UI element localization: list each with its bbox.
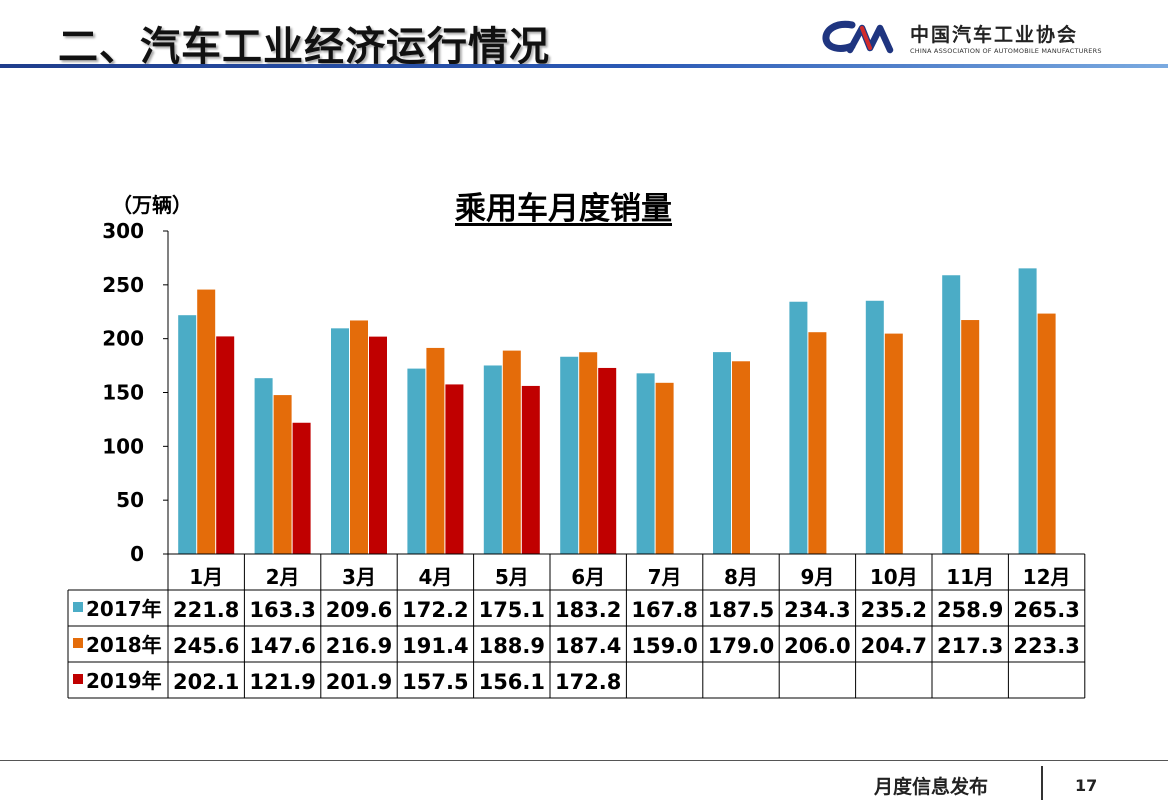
- footer-label: 月度信息发布: [874, 776, 989, 798]
- caam-logo: 中国汽车工业协会 CHINA ASSOCIATION OF AUTOMOBILE…: [822, 18, 1122, 62]
- data-label: 183.2: [555, 598, 621, 622]
- y-tick-label: 200: [102, 327, 144, 351]
- data-label: 202.1: [173, 670, 239, 694]
- bar: [521, 385, 540, 554]
- x-tick-label: 8月: [724, 565, 758, 589]
- data-label: 235.2: [861, 598, 927, 622]
- x-tick-label: 7月: [648, 565, 682, 589]
- bar: [1018, 268, 1037, 554]
- bar: [636, 373, 655, 554]
- data-label: 209.6: [326, 598, 392, 622]
- bar: [808, 332, 827, 554]
- bar: [426, 347, 445, 554]
- data-label: 221.8: [173, 598, 239, 622]
- data-label: 188.9: [479, 634, 545, 658]
- data-label: 172.2: [402, 598, 468, 622]
- x-tick-label: 3月: [342, 565, 376, 589]
- x-tick-label: 4月: [418, 565, 452, 589]
- bar: [579, 352, 598, 554]
- y-tick-label: 250: [102, 273, 144, 297]
- legend-label: 2017年: [86, 597, 162, 621]
- bar: [502, 350, 521, 554]
- x-tick-label: 11月: [946, 565, 994, 589]
- data-label: 175.1: [479, 598, 545, 622]
- bar: [197, 289, 216, 554]
- y-tick-label: 50: [116, 488, 144, 512]
- page-title: 二、汽车工业经济运行情况: [58, 24, 550, 70]
- legend-swatch: [73, 602, 83, 612]
- data-label: 156.1: [479, 670, 545, 694]
- footer-divider: [0, 760, 1168, 761]
- legend-label: 2018年: [86, 633, 162, 657]
- bar: [445, 384, 464, 554]
- bar: [178, 315, 197, 554]
- data-label: 245.6: [173, 634, 239, 658]
- bar: [865, 300, 884, 554]
- data-label: 204.7: [861, 634, 927, 658]
- data-label: 223.3: [1013, 634, 1079, 658]
- bar: [254, 378, 273, 554]
- data-label: 191.4: [402, 634, 468, 658]
- bar: [273, 395, 292, 554]
- legend-swatch: [73, 674, 83, 684]
- bar: [713, 352, 731, 554]
- bar: [655, 382, 674, 554]
- data-label: 216.9: [326, 634, 392, 658]
- data-label: 159.0: [631, 634, 697, 658]
- bar: [598, 367, 617, 554]
- x-tick-label: 1月: [189, 565, 223, 589]
- chart-title: 乘用车月度销量: [455, 191, 672, 227]
- x-tick-label: 2月: [266, 565, 300, 589]
- logo-chinese-text: 中国汽车工业协会: [910, 24, 1079, 46]
- logo-english-text: CHINA ASSOCIATION OF AUTOMOBILE MANUFACT…: [910, 47, 1102, 55]
- data-label: 206.0: [784, 634, 850, 658]
- bar: [292, 422, 311, 554]
- bar: [216, 336, 235, 554]
- x-tick-label: 9月: [800, 565, 834, 589]
- x-tick-label: 5月: [495, 565, 529, 589]
- bar: [884, 333, 903, 554]
- caam-logo-icon: [822, 20, 894, 54]
- y-tick-label: 150: [102, 381, 144, 405]
- data-label: 167.8: [631, 598, 697, 622]
- data-label: 157.5: [402, 670, 468, 694]
- legend-swatch: [73, 638, 83, 648]
- data-label: 217.3: [937, 634, 1003, 658]
- data-label: 187.4: [555, 634, 621, 658]
- x-tick-label: 12月: [1023, 565, 1071, 589]
- data-label: 163.3: [249, 598, 315, 622]
- data-label: 234.3: [784, 598, 850, 622]
- x-tick-label: 10月: [870, 565, 918, 589]
- y-tick-label: 100: [102, 434, 144, 458]
- bar: [789, 301, 808, 554]
- data-label: 121.9: [249, 670, 315, 694]
- bar: [961, 320, 980, 554]
- bar: [369, 336, 387, 554]
- legend-label: 2019年: [86, 669, 162, 693]
- data-label: 201.9: [326, 670, 392, 694]
- data-label: 187.5: [708, 598, 774, 622]
- footer-separator: [1041, 766, 1043, 800]
- y-tick-label: 0: [130, 542, 144, 566]
- bar: [560, 356, 579, 554]
- bar: [331, 328, 349, 554]
- bar: [407, 368, 426, 554]
- data-label: 179.0: [708, 634, 774, 658]
- header-divider: [0, 64, 1168, 68]
- bar: [1037, 313, 1056, 554]
- data-label: 265.3: [1013, 598, 1079, 622]
- data-label: 147.6: [249, 634, 315, 658]
- y-axis-unit: （万辆）: [112, 193, 192, 217]
- y-tick-label: 300: [102, 219, 144, 243]
- page-number: 17: [1075, 776, 1098, 795]
- bar: [732, 361, 750, 554]
- data-label: 172.8: [555, 670, 621, 694]
- x-tick-label: 6月: [571, 565, 605, 589]
- bar: [483, 365, 502, 554]
- bar: [942, 275, 961, 554]
- bar: [350, 320, 368, 554]
- data-label: 258.9: [937, 598, 1003, 622]
